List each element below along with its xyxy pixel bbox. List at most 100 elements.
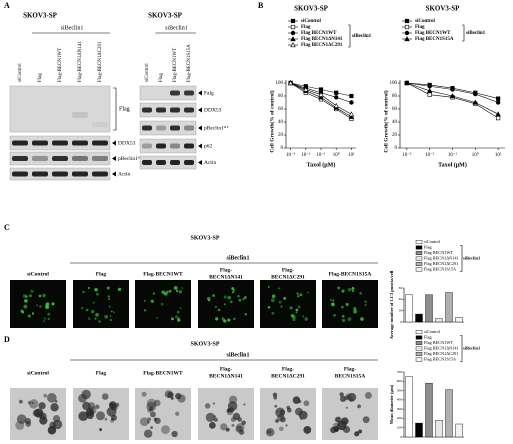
micrograph-detail xyxy=(92,301,95,304)
micrograph-detail xyxy=(272,392,278,398)
legend-entry: siControl xyxy=(424,329,441,334)
legend-swatch xyxy=(415,346,423,351)
micrograph-detail xyxy=(347,392,357,402)
micrograph-detail xyxy=(49,421,57,429)
micrograph-detail xyxy=(161,425,170,435)
micrograph-detail xyxy=(107,295,110,298)
x-tick-label: 10⁻³ xyxy=(286,152,296,158)
blot-band xyxy=(170,107,180,113)
micrograph-detail xyxy=(242,297,245,301)
micrograph-detail xyxy=(81,389,91,400)
micrograph-detail xyxy=(27,401,31,405)
micrograph-detail xyxy=(342,318,346,322)
image-label: Flag- xyxy=(282,267,294,273)
micrograph-detail xyxy=(212,294,215,297)
micrograph-detail xyxy=(274,404,278,408)
data-point xyxy=(349,93,354,99)
panel-label: D xyxy=(4,335,10,344)
micrograph-detail xyxy=(149,411,156,418)
blot-band xyxy=(72,171,88,177)
micrograph-detail xyxy=(110,404,118,411)
micrograph xyxy=(198,388,254,440)
lane-label: Flag-BECN1WT xyxy=(173,48,178,82)
micrograph-detail xyxy=(146,401,157,412)
micrograph-detail xyxy=(359,291,363,295)
blot-band xyxy=(72,112,88,118)
micrograph-detail xyxy=(280,416,286,423)
y-tick-label: 40 xyxy=(278,120,284,125)
micrograph-detail xyxy=(267,286,270,288)
micrograph-detail xyxy=(238,429,245,435)
micrograph-detail xyxy=(85,308,89,312)
data-point xyxy=(348,111,355,117)
legend-marker xyxy=(290,42,296,48)
group-label: siBeclin1 xyxy=(226,352,249,358)
micrograph-detail xyxy=(299,293,303,297)
legend-swatch xyxy=(415,256,423,261)
micrograph-detail xyxy=(108,305,111,308)
image-label: BECN1ΔN141 xyxy=(209,274,243,280)
micrograph-detail xyxy=(298,410,308,420)
micrograph-detail xyxy=(360,317,364,321)
micrograph-detail xyxy=(108,298,111,301)
data-point xyxy=(427,84,432,89)
bar xyxy=(425,382,433,438)
micrograph-detail xyxy=(231,287,235,291)
micrograph-detail xyxy=(278,426,284,432)
micrograph-detail xyxy=(51,302,55,306)
bar xyxy=(445,292,453,323)
y-tick-label: 500 xyxy=(397,388,403,392)
micrograph-detail xyxy=(23,304,28,309)
micrograph-detail xyxy=(177,394,186,403)
data-point xyxy=(427,92,432,97)
legend-entry: Flag BECN1WT xyxy=(301,31,337,36)
y-tick-label: 600 xyxy=(397,379,403,383)
micrograph-detail xyxy=(297,305,301,309)
micrograph-detail xyxy=(139,417,149,427)
micrograph-detail xyxy=(207,299,211,302)
micrograph-detail xyxy=(302,315,304,318)
y-axis-label: Cell Growth(% of control) xyxy=(382,90,389,152)
legend-swatch xyxy=(415,335,423,340)
micrograph-detail xyxy=(143,299,147,303)
y-tick-label: 20 xyxy=(278,133,284,138)
y-tick-label: 300 xyxy=(397,407,403,411)
micrograph-detail xyxy=(43,317,47,320)
micrograph-detail xyxy=(278,287,280,290)
arrow-icon xyxy=(198,90,202,96)
y-tick-label: 20 xyxy=(399,297,403,301)
micrograph-detail xyxy=(99,428,103,432)
micrograph-detail xyxy=(230,416,236,422)
blot-title: SKOV3-SP xyxy=(23,12,58,20)
micrograph-detail xyxy=(295,311,298,314)
blot-title: SKOV3-SP xyxy=(148,12,183,20)
y-tick-label: 100 xyxy=(276,81,284,86)
micrograph-detail xyxy=(95,312,99,317)
blot-band xyxy=(156,143,166,149)
micrograph-detail xyxy=(341,417,349,425)
legend-entry: Flag xyxy=(415,25,425,30)
data-point xyxy=(318,91,324,97)
micrograph-detail xyxy=(221,317,225,321)
chart-title: SKOV3-SP xyxy=(426,5,461,13)
blot-strip xyxy=(139,102,197,118)
x-tick-label: 10⁻² xyxy=(301,152,311,158)
row-label: Flag xyxy=(119,106,130,112)
y-tick-label: 20 xyxy=(392,133,398,138)
legend-entry: Flag BECN1S15A xyxy=(415,37,454,42)
image-label: Flag- xyxy=(282,366,294,372)
blot-band xyxy=(92,156,108,161)
micrograph-detail xyxy=(24,417,32,425)
panel-label: B xyxy=(258,1,264,10)
micrograph-detail xyxy=(345,303,349,306)
group-label: siBeclin1 xyxy=(61,25,84,31)
micrograph-detail xyxy=(353,309,358,314)
micrograph-detail xyxy=(283,296,287,300)
legend-entry: Flag BECN1ΔN141 xyxy=(424,255,459,260)
micrograph-detail xyxy=(330,298,333,301)
micrograph-detail xyxy=(54,399,58,403)
micrograph-detail xyxy=(87,286,90,289)
data-point xyxy=(333,102,339,108)
micrograph-detail xyxy=(341,289,345,293)
